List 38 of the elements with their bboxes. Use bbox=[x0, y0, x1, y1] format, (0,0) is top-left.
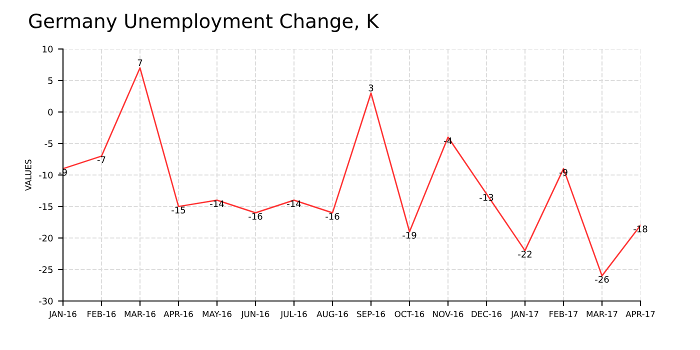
x-tick-label: MAR-16 bbox=[124, 310, 156, 318]
y-tick-label: 10 bbox=[42, 46, 53, 53]
data-label: -19 bbox=[402, 232, 416, 239]
x-tick-label: JUL-16 bbox=[280, 310, 307, 319]
y-tick-label: 0 bbox=[48, 108, 53, 116]
x-tick-label: SEP-16 bbox=[357, 310, 385, 318]
data-label: 3 bbox=[368, 84, 374, 92]
x-tick-label: OCT-16 bbox=[394, 310, 424, 318]
chart-title: Germany Unemployment Change, K bbox=[29, 13, 380, 32]
y-axis-title: VALUES bbox=[25, 160, 32, 191]
x-tick-label: NOV-16 bbox=[433, 310, 464, 318]
x-tick-label: DEC-16 bbox=[472, 310, 502, 318]
y-tick-label: -10 bbox=[38, 172, 53, 179]
x-tick-label: AUG-16 bbox=[316, 310, 348, 318]
x-tick-label: JAN-16 bbox=[48, 310, 76, 319]
y-tick-label: -5 bbox=[44, 140, 52, 148]
data-label: 7 bbox=[138, 59, 142, 66]
y-tick-label: -25 bbox=[38, 266, 52, 274]
data-label: -16 bbox=[326, 212, 340, 220]
x-tick-label: MAY-16 bbox=[202, 310, 232, 318]
x-tick-label: JAN-17 bbox=[510, 310, 538, 319]
data-label: -7 bbox=[97, 156, 106, 163]
x-tick-label: JUN-16 bbox=[240, 310, 270, 319]
x-tick-label: MAR-17 bbox=[586, 310, 618, 318]
x-tick-label: FEB-16 bbox=[88, 310, 116, 318]
y-tick-label: -20 bbox=[38, 234, 53, 242]
y-tick-label: 5 bbox=[48, 77, 52, 84]
y-tick-label: -15 bbox=[38, 203, 52, 210]
data-label: -16 bbox=[248, 212, 262, 220]
data-label: -14 bbox=[287, 200, 301, 208]
y-tick-label: -30 bbox=[38, 298, 53, 305]
x-tick-label: FEB-17 bbox=[550, 310, 578, 318]
x-tick-label: APR-16 bbox=[164, 310, 193, 318]
data-label: -14 bbox=[210, 200, 224, 208]
data-label: -15 bbox=[172, 206, 186, 214]
data-label: -22 bbox=[518, 250, 532, 258]
x-tick-label: APR-17 bbox=[626, 310, 655, 318]
data-label: -26 bbox=[595, 276, 609, 283]
